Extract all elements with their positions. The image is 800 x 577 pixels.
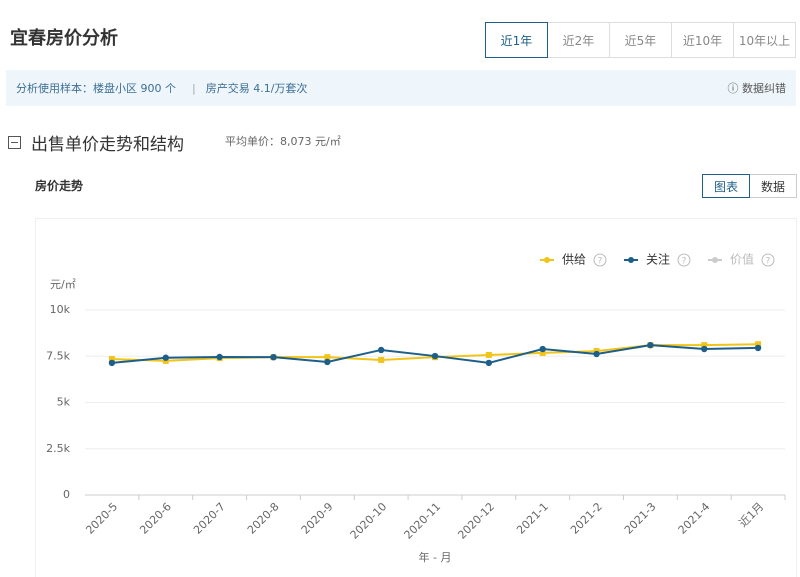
section-title: 出售单价走势和结构: [31, 135, 184, 155]
x-tick-label: 近1月: [737, 500, 767, 530]
x-axis-label: 年 - 月: [419, 550, 452, 564]
x-tick-label: 2020-8: [245, 500, 282, 537]
point: [324, 358, 331, 366]
info-bar: 分析使用样本： 楼盘小区 900 个 | 房产交易 4.1/万套次 ⓘ 数据纠错: [6, 70, 796, 106]
tab[interactable]: 10年以上: [733, 22, 796, 58]
help-icon: [761, 253, 775, 267]
legend-dot: [544, 257, 550, 263]
point: [647, 341, 654, 349]
point: [485, 351, 492, 358]
x-tick-label: 2020-12: [455, 500, 497, 542]
point: [701, 345, 708, 353]
help-icon: [677, 253, 691, 267]
point: [539, 349, 546, 356]
trade-text: 房产交易 4.1/万套次: [205, 82, 308, 95]
point: [324, 354, 331, 361]
point: [270, 353, 277, 361]
legend-label: 关注: [646, 252, 670, 267]
avg-label: 平均单价：: [225, 135, 280, 148]
y-tick-label: 0: [63, 488, 70, 501]
avg-price: 平均单价：8,073 元/㎡: [225, 133, 341, 149]
subtitle: 房价走势: [35, 179, 84, 193]
point: [701, 342, 708, 349]
x-tick-label: 2020-5: [83, 500, 120, 537]
page-title: 宜春房价分析: [10, 28, 118, 49]
point: [431, 352, 439, 360]
help-icon: [593, 253, 607, 267]
section-header: 出售单价走势和结构: [8, 130, 184, 155]
point: [108, 359, 116, 367]
separator: |: [192, 81, 196, 95]
y-axis-label: 元/㎡: [50, 278, 76, 291]
view-button[interactable]: 图表: [702, 174, 750, 198]
tab[interactable]: 近2年: [547, 22, 610, 58]
collapse-icon[interactable]: [8, 136, 21, 149]
chart-frame: [35, 218, 797, 577]
point: [593, 350, 600, 358]
point: [755, 341, 762, 348]
x-tick-label: 2020-10: [348, 500, 390, 542]
view-buttons: 图表 数据: [702, 174, 797, 198]
tab[interactable]: 近5年: [609, 22, 672, 58]
y-tick-label: 2.5k: [46, 442, 70, 455]
x-tick-label: 2021-3: [622, 500, 659, 537]
sample-label: 分析使用样本：: [16, 82, 93, 95]
tabs: 近1年 近2年 近5年 近10年 10年以上: [485, 22, 796, 58]
help-mark: ?: [682, 257, 687, 267]
x-tick-label: 2020-7: [191, 500, 228, 537]
point: [539, 345, 546, 353]
legend-dot: [712, 257, 718, 263]
chart: 元/㎡ 0 2.5k 5k 7.5k 10k 2020-5 2020-6 2020-7 2020-…: [46, 252, 786, 564]
x-tick-label: 2020-6: [137, 500, 174, 537]
y-tick-label: 5k: [57, 396, 71, 409]
point: [485, 359, 493, 367]
point: [754, 344, 762, 352]
tab[interactable]: 近10年: [671, 22, 734, 58]
legend-label: 供给: [562, 253, 586, 267]
sample-text: 楼盘小区 900 个: [93, 82, 176, 95]
x-tick-label: 2020-11: [402, 500, 444, 542]
y-tick-label: 7.5k: [46, 349, 70, 362]
legend-label: 价值: [730, 252, 754, 267]
x-tick-label: 2020-9: [299, 500, 336, 537]
legend: 供给? 关注? 价值?: [540, 252, 775, 267]
report-link[interactable]: ⓘ 数据纠错: [727, 82, 787, 95]
view-button[interactable]: 数据: [749, 174, 797, 198]
x-tick-label: 2021-2: [568, 500, 605, 537]
help-mark: ?: [766, 257, 771, 267]
point: [216, 353, 223, 361]
point: [377, 346, 385, 354]
help-mark: ?: [598, 257, 603, 267]
y-tick-label: 10k: [50, 303, 71, 316]
point: [162, 354, 169, 361]
point: [378, 356, 385, 363]
point: [108, 356, 115, 363]
report-text[interactable]: 数据纠错: [742, 82, 786, 95]
tab[interactable]: 近1年: [485, 22, 548, 58]
legend-dot: [628, 257, 634, 263]
x-tick-label: 2021-1: [514, 500, 551, 537]
x-tick-label: 2021-4: [676, 500, 713, 537]
avg-value: 8,073 元/㎡: [280, 135, 341, 148]
